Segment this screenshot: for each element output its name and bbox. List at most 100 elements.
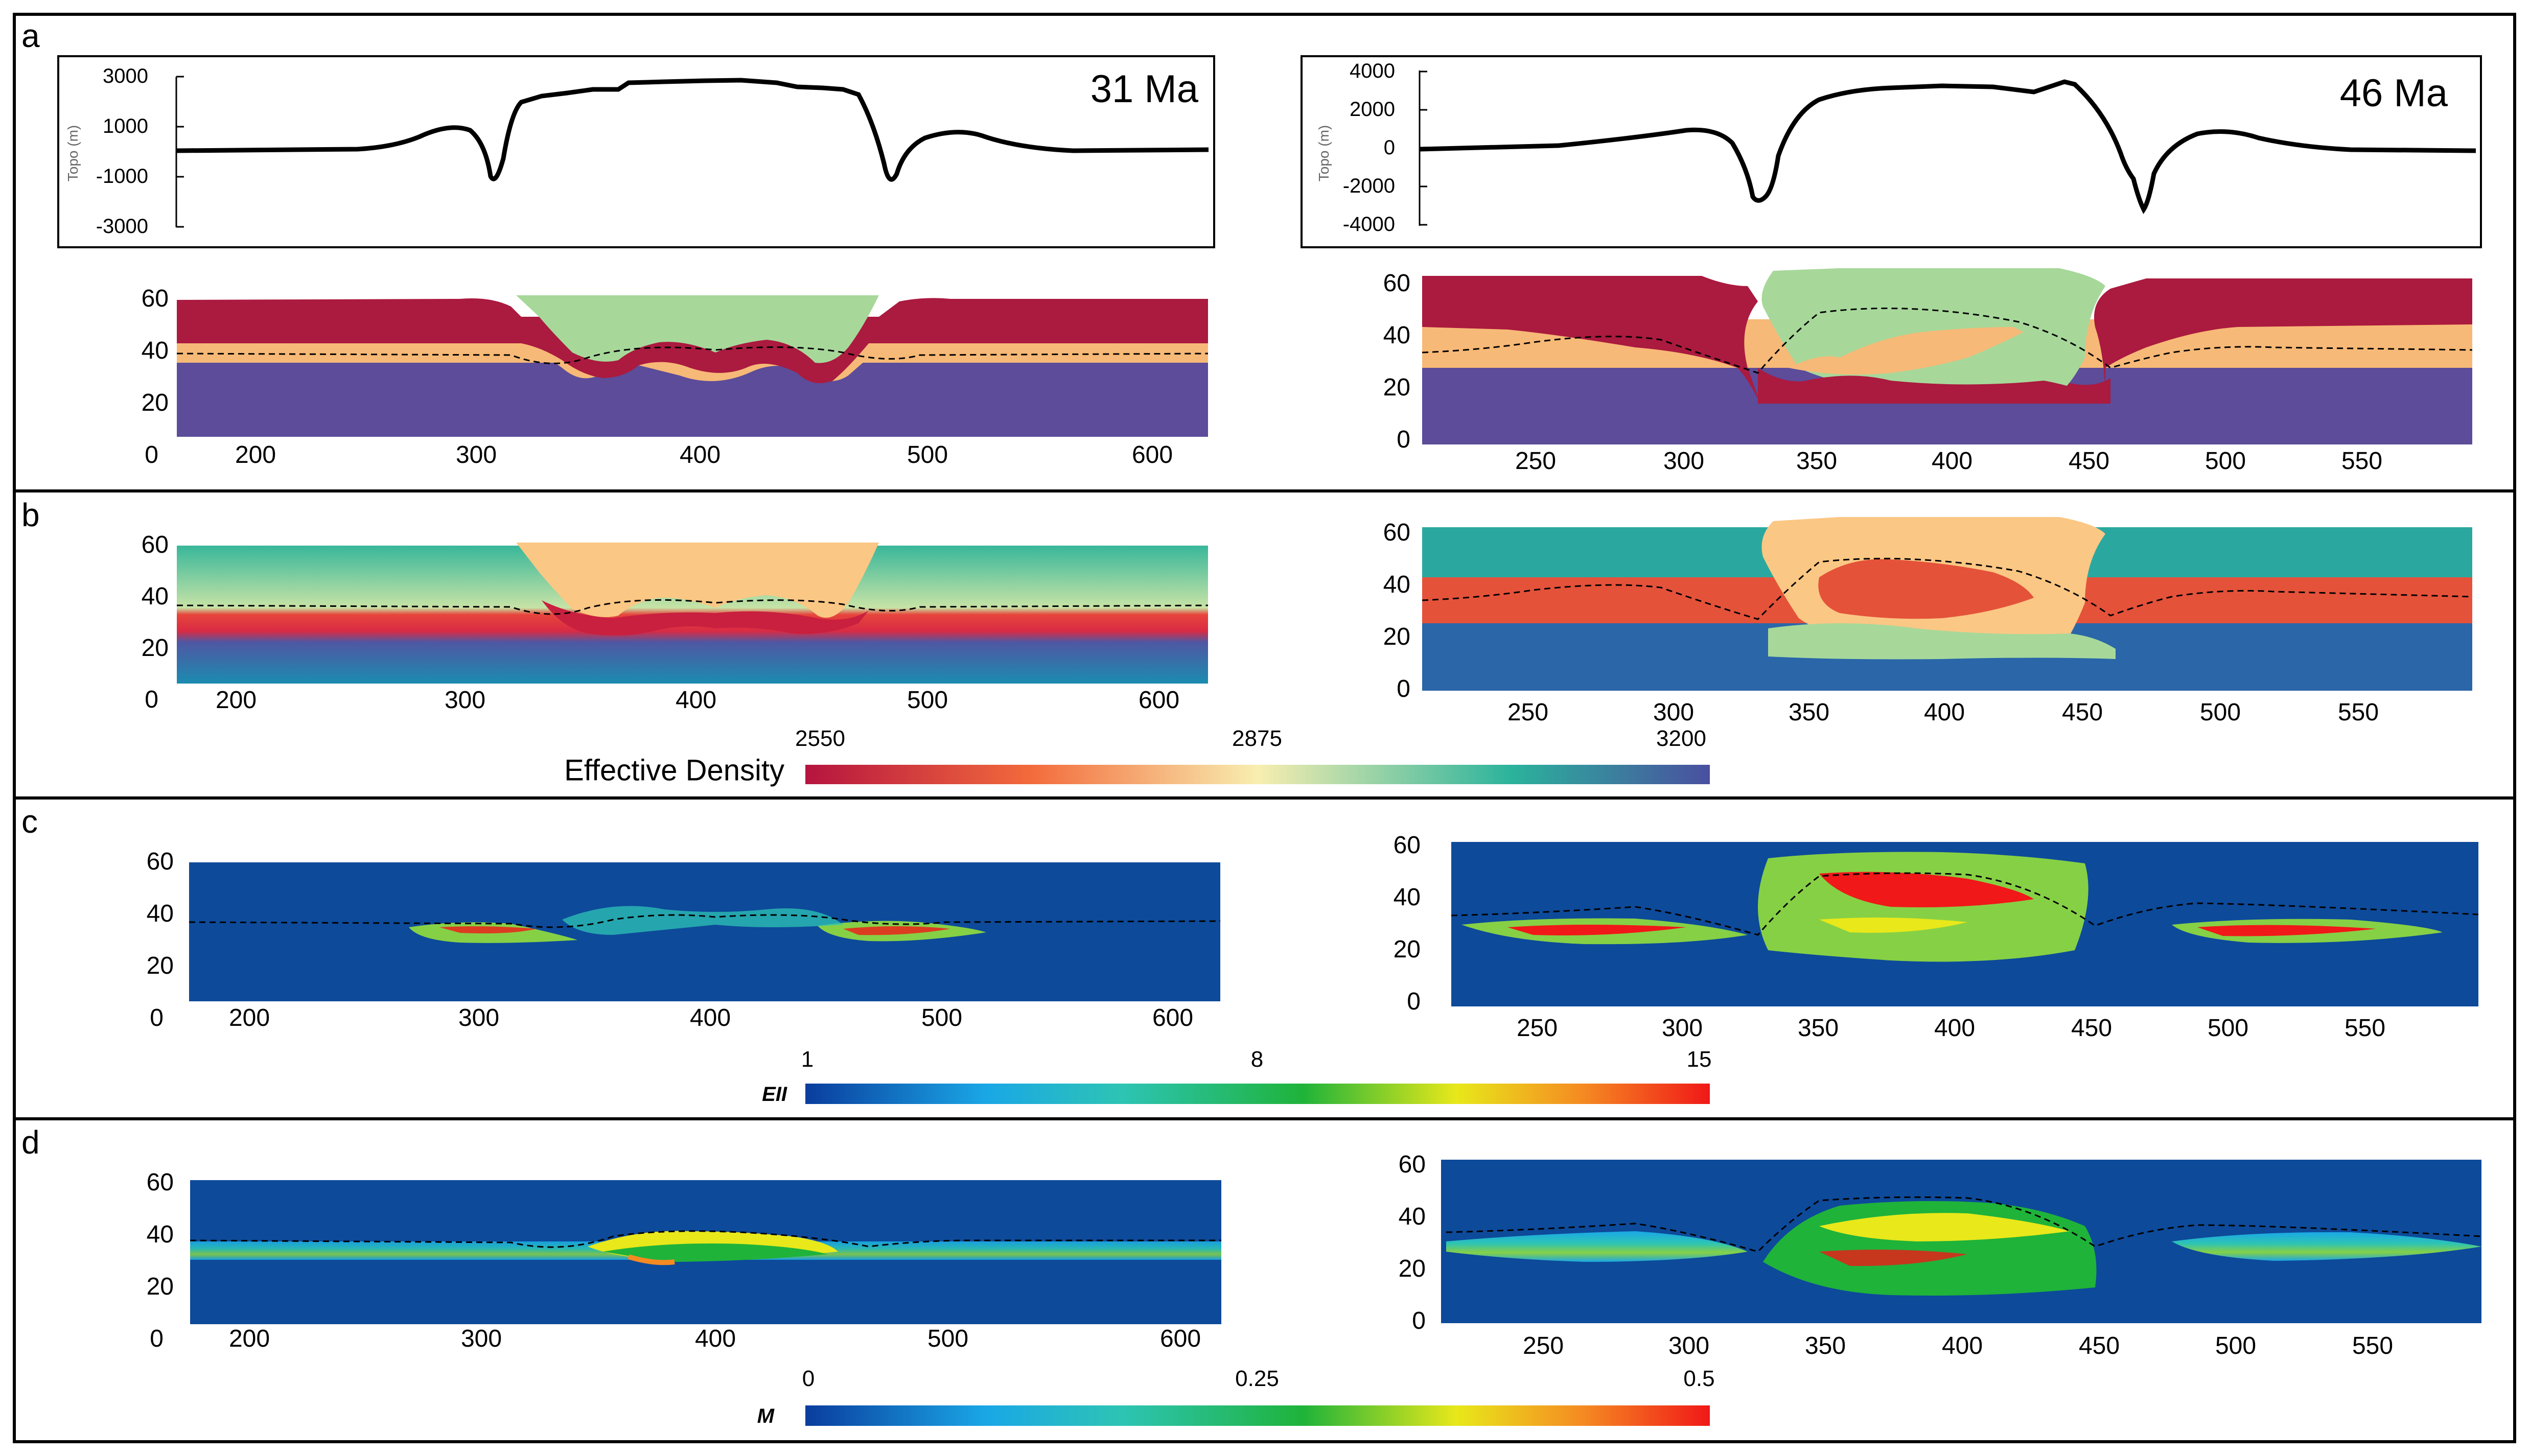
x-axis-c-right: 250 300 350 400 450 500 550: [1517, 1015, 2385, 1042]
panel-label-c: c: [21, 803, 38, 840]
depth-axis-d-right: 60 40 20 0: [1399, 1151, 1426, 1334]
section-b-right: [1422, 517, 2473, 691]
colorbar-melt-min: 0: [802, 1366, 815, 1391]
colorbar-melt-max: 0.5: [1683, 1366, 1714, 1391]
depth-axis-c-right: 60 40 20 0: [1394, 832, 1421, 1015]
section-c-left: [189, 862, 1221, 1001]
section-a-right: [1422, 268, 2473, 444]
depth-tick: 40: [1399, 1203, 1426, 1230]
x-tick: 250: [1507, 699, 1548, 726]
topo-right-tick-m4000: -4000: [1343, 213, 1395, 236]
topo-left-curve: [176, 78, 1209, 182]
x-axis-a-right: 250 300 350 400 450 500 550: [1515, 448, 2382, 475]
x-tick: 350: [1789, 699, 1829, 726]
panel-label-b: b: [21, 497, 40, 533]
colorbar-melt-mid: 0.25: [1235, 1366, 1279, 1391]
section-c-right: [1451, 842, 2479, 1006]
depth-axis-a-left: 60 40 20 0: [142, 285, 169, 468]
depth-tick: 60: [142, 531, 169, 558]
depth-tick: 60: [147, 848, 174, 875]
topo-left-tick-3000: 3000: [103, 65, 148, 87]
topo-right-tick-m2000: -2000: [1343, 175, 1395, 197]
age-right: 46 Ma: [2340, 72, 2448, 115]
x-tick: 300: [445, 687, 485, 714]
depth-tick: 0: [145, 686, 158, 713]
depth-tick: 20: [1394, 936, 1421, 963]
section-b-left: [176, 543, 1209, 684]
x-tick: 500: [907, 441, 948, 468]
colorbar-melt: M 0 0.25 0.5: [757, 1366, 1715, 1427]
x-tick: 500: [921, 1004, 962, 1031]
depth-tick: 20: [142, 635, 169, 662]
x-tick: 500: [2205, 448, 2246, 475]
topo-left-tick-1000: 1000: [103, 115, 148, 137]
x-tick: 600: [1132, 441, 1173, 468]
x-tick: 450: [2069, 448, 2109, 475]
x-tick: 500: [2200, 699, 2241, 726]
depth-tick: 20: [1383, 623, 1410, 650]
topo-right-tick-2000: 2000: [1350, 98, 1395, 121]
x-tick: 300: [461, 1325, 502, 1352]
topo-left-axis-label: Topo (m): [65, 125, 81, 181]
depth-tick: 40: [1394, 884, 1421, 911]
x-axis-d-right: 250 300 350 400 450 500 550: [1523, 1332, 2393, 1359]
depth-tick: 20: [147, 952, 174, 979]
colorbar-density-max: 3200: [1656, 726, 1706, 751]
colorbar-strain: EII 1 8 15: [762, 1047, 1711, 1106]
x-tick: 200: [229, 1004, 270, 1031]
x-tick: 400: [1934, 1015, 1975, 1042]
depth-tick: 0: [145, 441, 158, 468]
topo-left-tick-m1000: -1000: [96, 165, 148, 187]
colorbar-density: Effective Density 2550 2875 3200: [564, 726, 1710, 787]
section-a-left: [176, 295, 1209, 437]
depth-tick: 0: [150, 1325, 164, 1352]
colorbar-density-title: Effective Density: [564, 754, 784, 787]
x-axis-a-left: 200 300 400 500 600: [235, 441, 1173, 468]
x-tick: 450: [2079, 1332, 2120, 1359]
topo-right-axis-label: Topo (m): [1316, 125, 1332, 181]
panel-label-d: d: [21, 1124, 40, 1161]
x-tick: 550: [2352, 1332, 2393, 1359]
depth-tick: 60: [1383, 519, 1410, 546]
topo-left-tick-m3000: -3000: [96, 215, 148, 238]
depth-tick: 40: [1383, 322, 1410, 349]
colorbar-density-mid: 2875: [1232, 726, 1282, 751]
depth-tick: 40: [1383, 571, 1410, 598]
x-tick: 500: [2215, 1332, 2256, 1359]
depth-tick: 60: [1383, 270, 1410, 297]
colorbar-strain-title: EII: [762, 1083, 787, 1106]
x-tick: 250: [1517, 1015, 1558, 1042]
depth-tick: 40: [142, 583, 169, 610]
depth-tick: 20: [1383, 374, 1410, 401]
x-tick: 400: [680, 441, 721, 468]
depth-tick: 40: [142, 337, 169, 364]
depth-tick: 60: [1399, 1151, 1426, 1178]
x-tick: 500: [2208, 1015, 2248, 1042]
panel-label-a: a: [21, 17, 40, 54]
x-tick: 400: [690, 1004, 731, 1031]
x-axis-d-left: 200 300 400 500 600: [229, 1325, 1201, 1352]
x-axis-b-left: 200 300 400 500 600: [216, 687, 1179, 714]
x-tick: 250: [1523, 1332, 1564, 1359]
age-left: 31 Ma: [1090, 67, 1199, 111]
x-tick: 350: [1798, 1015, 1839, 1042]
x-axis-b-right: 250 300 350 400 450 500 550: [1507, 699, 2379, 726]
x-tick: 400: [1932, 448, 1972, 475]
topo-right-tick-0: 0: [1384, 136, 1395, 159]
section-d-right: [1441, 1160, 2482, 1323]
x-tick: 350: [1796, 448, 1837, 475]
depth-tick: 20: [147, 1273, 174, 1300]
x-tick: 200: [229, 1325, 270, 1352]
x-tick: 600: [1139, 687, 1179, 714]
x-axis-c-left: 200 300 400 500 600: [229, 1004, 1193, 1031]
depth-tick: 40: [147, 900, 174, 927]
depth-tick: 0: [1397, 426, 1410, 453]
x-tick: 450: [2071, 1015, 2112, 1042]
depth-tick: 0: [1412, 1307, 1426, 1334]
x-tick: 500: [927, 1325, 968, 1352]
topo-left: 3000 1000 -1000 -3000 Topo (m) 31 Ma: [57, 55, 1215, 248]
x-tick: 300: [1662, 1015, 1703, 1042]
section-d-left: [190, 1180, 1221, 1324]
topo-right-curve: [1419, 79, 2476, 214]
